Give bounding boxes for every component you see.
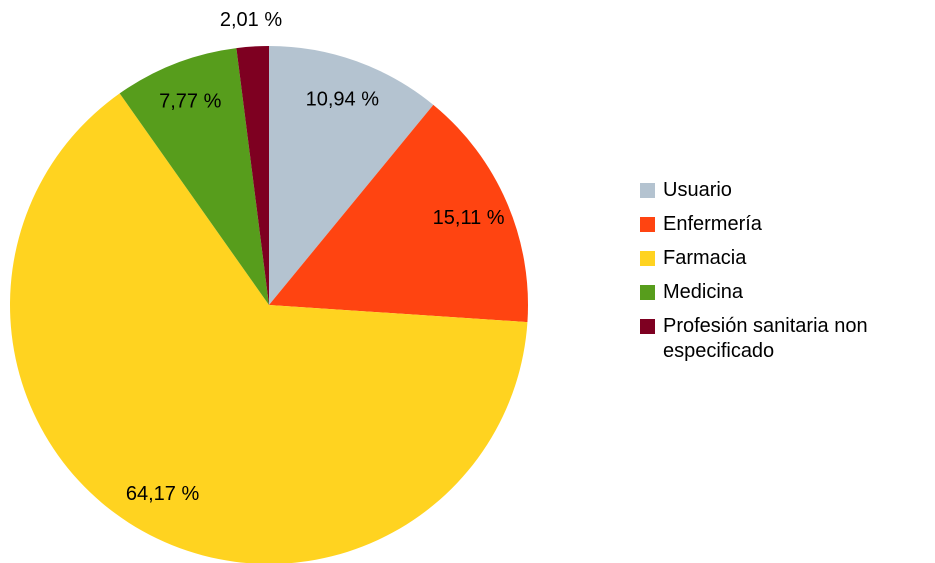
- legend-item: Farmacia: [640, 246, 935, 271]
- pie-slice: [269, 46, 434, 305]
- legend-label: Farmacia: [663, 247, 747, 269]
- legend-swatch: [640, 217, 655, 232]
- legend-item: Usuario: [640, 178, 935, 203]
- data-label: 10,94 %: [306, 88, 380, 110]
- pie-slice: [10, 93, 528, 563]
- legend-label: Enfermería: [663, 213, 762, 235]
- legend-swatch: [640, 251, 655, 266]
- legend-swatch: [640, 183, 655, 198]
- pie-slice: [236, 46, 269, 305]
- legend-item: Enfermería: [640, 212, 935, 237]
- legend-swatch: [640, 285, 655, 300]
- data-label: 64,17 %: [126, 483, 200, 505]
- data-label: 7,77 %: [159, 90, 221, 112]
- data-label: 2,01 %: [220, 9, 282, 31]
- pie-slice: [269, 104, 528, 323]
- legend: Usuario Enfermería Farmacia Medicina Profesi…: [640, 178, 935, 373]
- legend-label: Profesión sanitaria non especificado: [663, 315, 868, 362]
- legend-item: Profesión sanitaria non especificado: [640, 314, 935, 364]
- legend-label: Usuario: [663, 179, 732, 201]
- pie-slice: [119, 48, 269, 305]
- data-label: 15,11 %: [433, 207, 505, 229]
- legend-swatch: [640, 319, 655, 334]
- legend-label: Medicina: [663, 281, 744, 303]
- legend-item: Medicina: [640, 280, 935, 305]
